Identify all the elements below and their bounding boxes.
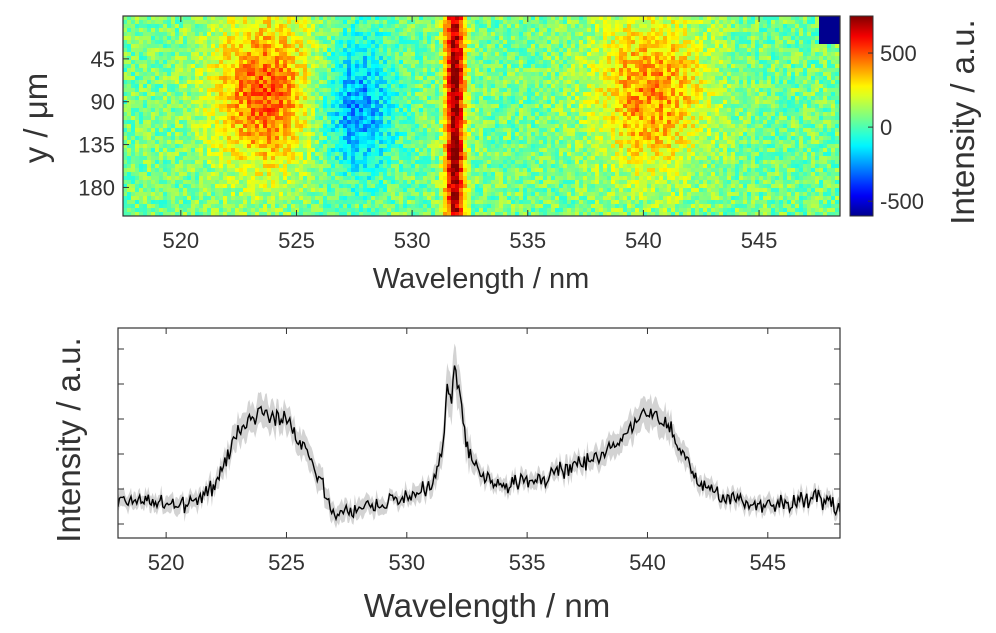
line-y-ticks <box>118 348 840 525</box>
heatmap-cells <box>123 16 840 216</box>
heatmap-y-axis-label: y / μm <box>17 73 54 164</box>
colorbar-tick-label: -500 <box>880 189 924 214</box>
heatmap-x-tick-label: 545 <box>741 228 778 253</box>
colorbar-tick-label: 500 <box>880 41 917 66</box>
colorbar-tick-label: 0 <box>880 115 892 140</box>
line-x-tick-label: 540 <box>629 550 666 575</box>
line-panel: 520 525 530 535 540 545 Wavelength / nm Inten… <box>50 327 841 624</box>
colorbar: 500 0 -500 Intensity / a.u. <box>849 15 981 225</box>
colorbar-ticks: 500 0 -500 <box>868 41 924 214</box>
heatmap-x-axis-label: Wavelength / nm <box>373 263 590 295</box>
heatmap-y-ticks: 45 90 135 180 <box>78 47 129 200</box>
line-frame <box>117 327 841 539</box>
heatmap-panel: 520 525 530 535 540 545 45 90 135 180 Wavelength… <box>17 15 841 295</box>
heatmap-x-tick-label: 540 <box>625 228 662 253</box>
line-x-tick-label: 525 <box>268 550 305 575</box>
heatmap-frame <box>122 15 841 217</box>
heatmap-y-tick-label: 135 <box>78 133 115 158</box>
heatmap-x-tick-label: 525 <box>278 228 315 253</box>
heatmap-x-tick-label: 520 <box>162 228 199 253</box>
heatmap-y-tick-label: 90 <box>91 90 115 115</box>
line-x-tick-label: 545 <box>749 550 786 575</box>
line-x-tick-label: 535 <box>509 550 546 575</box>
mean-spectrum-line <box>118 365 840 522</box>
heatmap-x-tick-label: 535 <box>509 228 546 253</box>
colorbar-gradient <box>849 15 874 217</box>
line-x-axis-label: Wavelength / nm <box>364 587 610 624</box>
heatmap-x-tick-label: 530 <box>394 228 431 253</box>
heatmap-y-tick-label: 45 <box>91 47 115 72</box>
std-band <box>118 343 840 529</box>
heatmap-x-ticks: 520 525 530 535 540 545 <box>162 16 777 253</box>
line-x-ticks: 520 525 530 535 540 545 <box>148 328 786 575</box>
line-x-tick-label: 520 <box>148 550 185 575</box>
colorbar-label: Intensity / a.u. <box>944 19 981 224</box>
heatmap-y-tick-label: 180 <box>78 175 115 200</box>
line-y-axis-label: Intensity / a.u. <box>50 337 87 542</box>
line-x-tick-label: 530 <box>388 550 425 575</box>
